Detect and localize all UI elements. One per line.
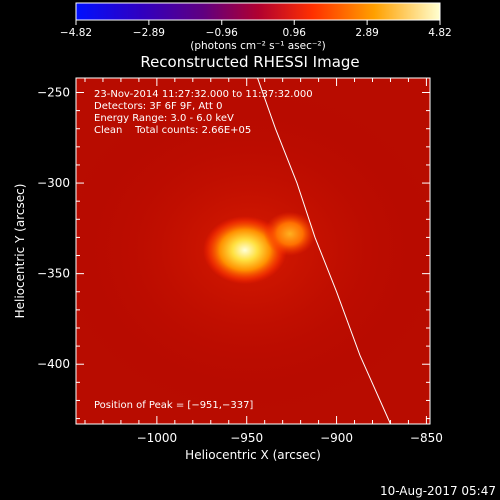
x-tick-label: −950 [230,431,263,445]
colorbar-tick-label: 4.82 [428,27,451,39]
y-axis-label: Heliocentric Y (arcsec) [13,184,27,319]
colorbar-tick-label: 0.96 [283,27,307,39]
x-axis-label: Heliocentric X (arcsec) [185,448,321,462]
colorbar-tick-label: −4.82 [60,27,92,39]
colorbar [75,2,441,21]
annotation-detectors: Detectors: 3F 6F 9F, Att 0 [94,101,222,112]
chart-title: Reconstructed RHESSI Image [140,53,359,71]
colorbar-units-label: (photons cm⁻² s⁻¹ asec⁻²) [190,40,325,52]
y-tick-label: −300 [37,176,70,190]
y-tick-label: −250 [37,85,70,99]
solar-limb-curve [257,78,391,424]
plot-frame [75,77,431,425]
colorbar-tick-label: −2.89 [133,27,165,39]
y-tick-label: −350 [37,267,70,281]
x-tick-label: −900 [320,431,353,445]
annotation-peak-position: Position of Peak = [−951,−337] [94,400,253,411]
colorbar-tick-label: 2.89 [355,27,378,39]
x-axis: −1000 −950 −900 −850 [84,78,443,445]
footer-date: 10-Aug-2017 05:47 [380,484,496,498]
colorbar-tick-label: −0.96 [206,27,238,39]
x-tick-label: −1000 [137,431,178,445]
secondary-source-blob [263,211,316,256]
y-axis: −250 −300 −350 −400 [37,85,430,420]
y-tick-label: −400 [37,357,70,371]
annotation-method-counts: Clean Total counts: 2.66E+05 [94,125,251,136]
annotation-energy-range: Energy Range: 3.0 - 6.0 keV [94,113,234,124]
colorbar-ticks: −4.82 −2.89 −0.96 0.96 2.89 4.82 [60,20,452,39]
heatmap-image [76,78,430,424]
x-tick-label: −850 [410,431,443,445]
sources-layer [202,211,316,285]
annotation-time-range: 23-Nov-2014 11:27:32.000 to 11:37:32.000 [94,89,313,100]
